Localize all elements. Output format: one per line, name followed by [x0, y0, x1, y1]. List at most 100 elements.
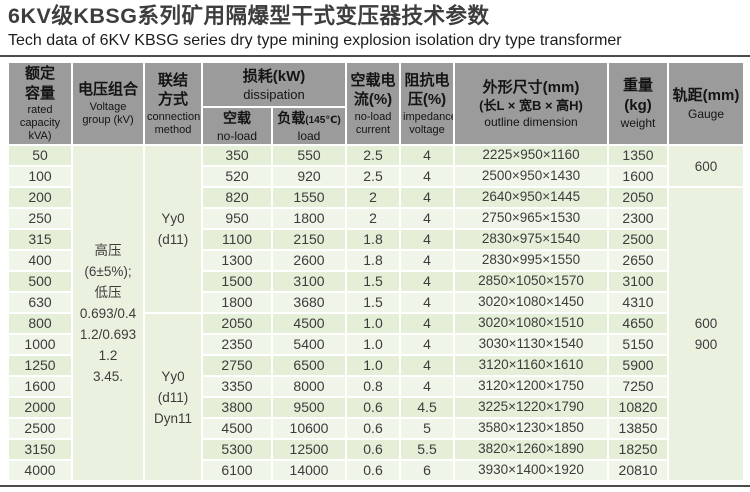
- cell-no-load-loss: 6100: [201, 459, 273, 483]
- header-rated-capacity-cn: 额定容量: [24, 65, 55, 102]
- cell-dimension: 2225×950×1160: [453, 144, 609, 168]
- cell-weight: 4650: [607, 312, 669, 336]
- cell-no-load-current: 0.6: [345, 396, 401, 420]
- header-row-top: 额定容量 rated capacity kVA) 电压组合 Voltage gr…: [7, 61, 745, 147]
- cell-capacity: 1000: [7, 333, 73, 357]
- cell-no-load-current: 2.5: [345, 144, 401, 168]
- table-row: 2000 3800 9500 0.6 4.5 3225×1220×1790 10…: [7, 396, 744, 420]
- table-body: 50 高压 (6±5%); 低压 0.693/0.4 1.2/0.693 1.2…: [7, 144, 745, 483]
- header-outline-dimension-sub: (长L × 宽B × 高H): [479, 97, 583, 113]
- cell-no-load-loss: 2350: [201, 333, 273, 357]
- cell-weight: 5150: [607, 333, 669, 357]
- cell-capacity: 2500: [7, 417, 73, 441]
- cell-capacity: 200: [7, 186, 73, 210]
- cell-capacity: 3150: [7, 438, 73, 462]
- header-rated-capacity-en: rated capacity kVA): [19, 104, 61, 143]
- cell-impedance: 4: [399, 375, 455, 399]
- table-row: 1250 2750 6500 1.0 4 3120×1160×1610 5900: [7, 354, 744, 378]
- cell-no-load-current: 0.6: [345, 459, 401, 483]
- cell-weight: 2500: [607, 228, 669, 252]
- header-impedance-voltage-en: impedance voltage: [403, 110, 454, 136]
- table-row: 250 950 1800 2 4 2750×965×1530 2300: [7, 207, 744, 231]
- header-no-load-loss-cn: 空载: [223, 110, 251, 127]
- voltage-line: (6±5%);: [84, 263, 132, 279]
- cell-no-load-current: 1.5: [345, 291, 401, 315]
- cell-no-load-loss: 1300: [201, 249, 273, 273]
- cell-no-load-current: 2: [345, 186, 401, 210]
- header-load-loss-temp: (145℃): [305, 115, 341, 127]
- gauge-line: 600: [694, 158, 718, 174]
- gauge-line: 600: [694, 316, 718, 332]
- cell-dimension: 2500×950×1430: [453, 165, 609, 189]
- cell-no-load-current: 0.8: [345, 375, 401, 399]
- table-row: 100 520 920 2.5 4 2500×950×1430 1600: [7, 165, 744, 189]
- cell-load-loss: 3680: [271, 291, 347, 315]
- header-weight: 重量(kg) weight: [607, 61, 669, 147]
- table-row: 800 Yy0 (d11) Dyn11 2050 4500 1.0 4 3020…: [7, 312, 744, 483]
- cell-impedance: 4: [399, 165, 455, 189]
- cell-dimension: 2750×965×1530: [453, 207, 609, 231]
- cell-no-load-loss: 520: [201, 165, 273, 189]
- header-dissipation-en: dissipation: [243, 87, 305, 103]
- table-row: 1600 3350 8000 0.8 4 3120×1200×1750 7250: [7, 375, 744, 399]
- cell-no-load-loss: 3800: [201, 396, 273, 420]
- cell-capacity: 400: [7, 249, 73, 273]
- voltage-line: 1.2/0.693: [79, 326, 137, 342]
- cell-dimension: 2640×950×1445: [453, 186, 609, 210]
- cell-weight: 2050: [607, 186, 669, 210]
- cell-voltage-group: 高压 (6±5%); 低压 0.693/0.4 1.2/0.693 1.2 3.…: [71, 144, 145, 483]
- header-no-load-current-en: no-load current: [354, 110, 392, 136]
- top-rule: [0, 55, 750, 58]
- cell-load-loss: 1800: [271, 207, 347, 231]
- cell-load-loss: 2600: [271, 249, 347, 273]
- cell-dimension: 2830×975×1540: [453, 228, 609, 252]
- cell-no-load-loss: 4500: [201, 417, 273, 441]
- cell-dimension: 3225×1220×1790: [453, 396, 609, 420]
- header-outline-dimension-en: outline dimension: [484, 114, 578, 129]
- cell-dimension: 3020×1080×1510: [453, 312, 609, 336]
- cell-no-load-current: 2.5: [345, 165, 401, 189]
- cell-capacity: 315: [7, 228, 73, 252]
- connection-line: Dyn11: [153, 410, 193, 426]
- header-gauge-en: Gauge: [687, 106, 725, 121]
- header-load-loss-en: load: [297, 128, 321, 143]
- cell-impedance: 4.5: [399, 396, 455, 420]
- cell-no-load-current: 2: [345, 207, 401, 231]
- header-dissipation: 损耗(kW) dissipation: [201, 61, 347, 109]
- cell-load-loss: 550: [271, 144, 347, 168]
- connection-line: (d11): [157, 232, 189, 248]
- header-gauge-cn: 轨距(mm): [672, 87, 740, 105]
- cell-no-load-loss: 950: [201, 207, 273, 231]
- bottom-rule: [0, 485, 750, 488]
- cell-weight: 3100: [607, 270, 669, 294]
- cell-load-loss: 6500: [271, 354, 347, 378]
- cell-capacity: 1250: [7, 354, 73, 378]
- cell-no-load-current: 0.6: [345, 417, 401, 441]
- header-row-sub: 空载 no-load 负载(145℃) load: [8, 106, 744, 147]
- cell-dimension: 3120×1160×1610: [453, 354, 609, 378]
- table-row: 200 820 1550 2 4 2640×950×1445 2050 600 …: [7, 186, 745, 483]
- voltage-line: 高压: [94, 242, 122, 258]
- header-connection-method-cn: 联结方式: [157, 71, 188, 109]
- cell-no-load-loss: 5300: [201, 438, 273, 462]
- table-row: 4000 6100 14000 0.6 6 3930×1400×1920 208…: [7, 459, 744, 483]
- cell-impedance: 4: [399, 186, 455, 210]
- cell-impedance: 5.5: [399, 438, 455, 462]
- cell-weight: 5900: [607, 354, 669, 378]
- cell-capacity: 100: [7, 165, 73, 189]
- header-outline-dimension-cn: 外形尺寸(mm): [482, 79, 580, 97]
- cell-dimension: 3930×1400×1920: [453, 459, 609, 483]
- header-connection-method-en: connection method: [147, 110, 201, 136]
- cell-load-loss: 1550: [271, 186, 347, 210]
- connection-line: Yy0: [161, 211, 185, 227]
- header-outline-dimension: 外形尺寸(mm) (长L × 宽B × 高H) outline dimensio…: [453, 61, 609, 147]
- cell-capacity: 250: [7, 207, 73, 231]
- voltage-line: 0.693/0.4: [79, 305, 137, 321]
- cell-weight: 18250: [607, 438, 669, 462]
- header-no-load-current: 空载电流(%) no-load current: [345, 61, 401, 147]
- cell-no-load-loss: 1100: [201, 228, 273, 252]
- header-no-load-loss: 空载 no-load: [201, 106, 273, 147]
- cell-no-load-current: 1.0: [345, 312, 401, 336]
- cell-load-loss: 920: [271, 165, 347, 189]
